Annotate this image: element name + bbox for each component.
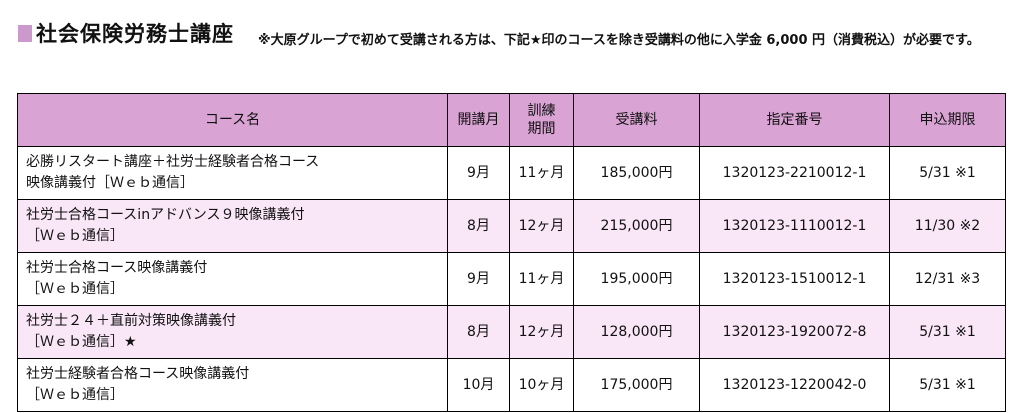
fee-cell: 215,000円 [573, 199, 700, 253]
table-header-row: コース名 開講月 訓練 期間 受講料 指定番号 申込期限 [17, 93, 1006, 147]
fee-cell: 175,000円 [573, 358, 700, 412]
deadline-cell: 11/30 ※2 [889, 199, 1006, 253]
designation-number-cell: 1320123-2210012-1 [699, 146, 890, 200]
course-name-cell: 社労士２４＋直前対策映像講義付 ［Ｗｅｂ通信］★ [17, 305, 448, 359]
header-training-period-line: 訓練 [527, 103, 556, 119]
course-name-line: 社労士２４＋直前対策映像講義付 [26, 313, 236, 329]
course-name-line: ［Ｗｅｂ通信］ [26, 387, 124, 403]
course-name-cell: 必勝リスタート講座＋社労士経験者合格コース 映像講義付［Ｗｅｂ通信］ [17, 146, 448, 200]
training-period-cell: 10ヶ月 [509, 358, 574, 412]
training-period-cell: 12ヶ月 [509, 199, 574, 253]
fee-cell: 195,000円 [573, 252, 700, 306]
header-application-deadline: 申込期限 [889, 93, 1006, 147]
header-course-name: コース名 [17, 93, 448, 147]
table-row: 社労士２４＋直前対策映像講義付 ［Ｗｅｂ通信］★ 8月 12ヶ月 128,000… [17, 305, 1006, 359]
course-name-line: 社労士合格コースinアドバンス９映像講義付 [26, 207, 305, 223]
title-marker [18, 25, 32, 42]
course-name-line: 社労士経験者合格コース映像講義付 [26, 366, 250, 382]
start-month-cell: 9月 [447, 252, 510, 306]
table-row: 社労士合格コースinアドバンス９映像講義付 ［Ｗｅｂ通信］ 8月 12ヶ月 21… [17, 199, 1006, 253]
course-name-line: ［Ｗｅｂ通信］ [26, 281, 124, 297]
course-table: コース名 開講月 訓練 期間 受講料 指定番号 申込期限 必勝リスタート講座＋社… [17, 93, 1006, 412]
course-name-line: 必勝リスタート講座＋社労士経験者合格コース [26, 154, 320, 170]
table-row: 必勝リスタート講座＋社労士経験者合格コース 映像講義付［Ｗｅｂ通信］ 9月 11… [17, 146, 1006, 200]
header-fee: 受講料 [573, 93, 700, 147]
start-month-cell: 9月 [447, 146, 510, 200]
header-start-month: 開講月 [447, 93, 510, 147]
fee-cell: 185,000円 [573, 146, 700, 200]
deadline-cell: 5/31 ※1 [889, 358, 1006, 412]
start-month-cell: 8月 [447, 199, 510, 253]
course-name-cell: 社労士経験者合格コース映像講義付 ［Ｗｅｂ通信］ [17, 358, 448, 412]
header-training-period: 訓練 期間 [509, 93, 574, 147]
training-period-cell: 12ヶ月 [509, 305, 574, 359]
course-name-cell: 社労士合格コースinアドバンス９映像講義付 ［Ｗｅｂ通信］ [17, 199, 448, 253]
course-name-cell: 社労士合格コース映像講義付 ［Ｗｅｂ通信］ [17, 252, 448, 306]
course-name-line: ［Ｗｅｂ通信］ [26, 228, 124, 244]
table-row: 社労士合格コース映像講義付 ［Ｗｅｂ通信］ 9月 11ヶ月 195,000円 1… [17, 252, 1006, 306]
enrollment-note: ※大原グループで初めて受講される方は、下記★印のコースを除き受講料の他に入学金 … [258, 33, 980, 48]
fee-cell: 128,000円 [573, 305, 700, 359]
deadline-cell: 5/31 ※1 [889, 305, 1006, 359]
table-row: 社労士経験者合格コース映像講義付 ［Ｗｅｂ通信］ 10月 10ヶ月 175,00… [17, 358, 1006, 412]
header-designation-number: 指定番号 [699, 93, 890, 147]
designation-number-cell: 1320123-1510012-1 [699, 252, 890, 306]
deadline-cell: 5/31 ※1 [889, 146, 1006, 200]
designation-number-cell: 1320123-1220042-0 [699, 358, 890, 412]
course-name-line: ［Ｗｅｂ通信］★ [26, 334, 137, 350]
training-period-cell: 11ヶ月 [509, 252, 574, 306]
course-name-line: 社労士合格コース映像講義付 [26, 260, 208, 276]
start-month-cell: 10月 [447, 358, 510, 412]
course-name-line: 映像講義付［Ｗｅｂ通信］ [26, 175, 194, 191]
header-training-period-line: 期間 [527, 121, 556, 137]
start-month-cell: 8月 [447, 305, 510, 359]
page-title: 社会保険労務士講座 [36, 22, 234, 46]
training-period-cell: 11ヶ月 [509, 146, 574, 200]
designation-number-cell: 1320123-1110012-1 [699, 199, 890, 253]
deadline-cell: 12/31 ※3 [889, 252, 1006, 306]
designation-number-cell: 1320123-1920072-8 [699, 305, 890, 359]
